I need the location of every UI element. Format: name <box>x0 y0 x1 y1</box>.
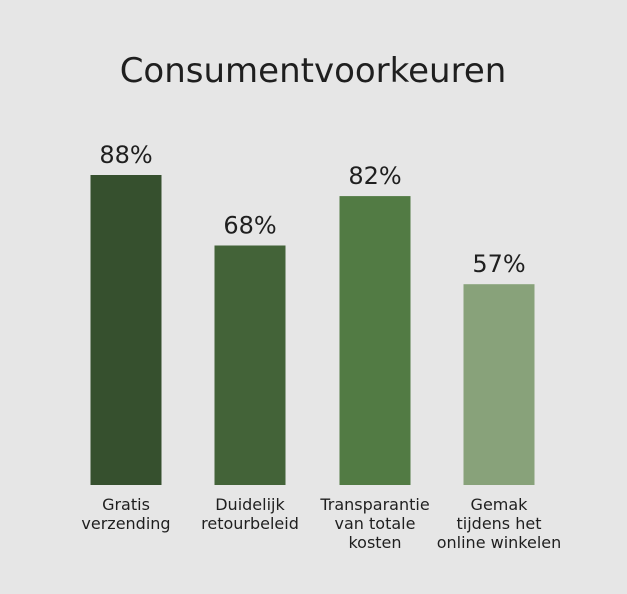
category-label-line: kosten <box>348 533 401 552</box>
category-label-line: online winkelen <box>437 533 562 552</box>
bar-2 <box>214 245 286 485</box>
bar-1 <box>90 175 162 485</box>
value-label-4: 57% <box>472 250 525 278</box>
category-label-2: Duidelijk retourbeleid <box>201 495 299 533</box>
category-label-line: tijdens het <box>457 514 542 533</box>
category-labels-group: Gratis verzending Duidelijk retourbeleid Tra… <box>81 495 561 552</box>
value-label-2: 68% <box>223 212 276 240</box>
category-label-line: verzending <box>81 514 170 533</box>
category-label-line: Duidelijk <box>215 495 285 514</box>
category-label-4: Gemak tijdens het online winkelen <box>437 495 562 552</box>
category-label-line: retourbeleid <box>201 514 299 533</box>
category-label-line: Gratis <box>102 495 150 514</box>
value-label-1: 88% <box>99 141 152 169</box>
bars-group <box>90 175 535 485</box>
category-label-line: van totale <box>335 514 416 533</box>
bar-4 <box>463 284 535 485</box>
chart-title: Consumentvoorkeuren <box>120 51 507 91</box>
value-label-3: 82% <box>348 162 401 190</box>
category-label-line: Transparantie <box>319 495 429 514</box>
value-labels-group: 88% 68% 82% 57% <box>99 141 525 278</box>
bar-3 <box>339 196 411 485</box>
category-label-1: Gratis verzending <box>81 495 170 533</box>
category-label-3: Transparantie van totale kosten <box>319 495 429 552</box>
category-label-line: Gemak <box>471 495 529 514</box>
